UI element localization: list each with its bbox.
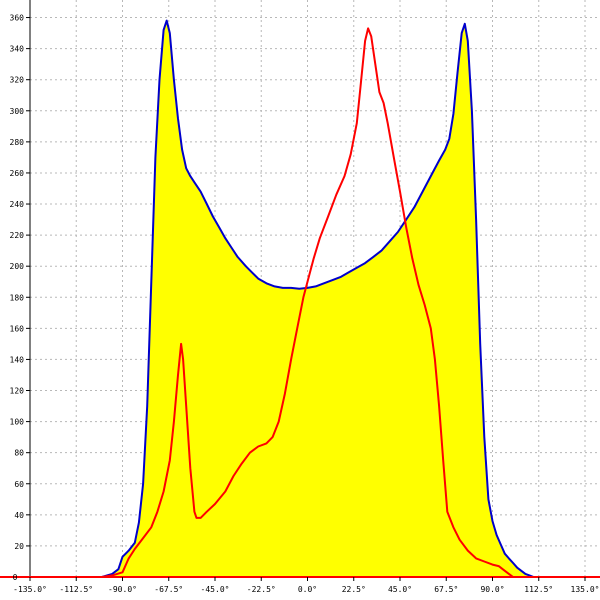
y-tick-label: 280 (10, 138, 25, 147)
x-tick-label: -22.5° (247, 585, 276, 594)
x-tick-label: 0.0° (298, 585, 317, 594)
x-tick-label: -135.0° (13, 585, 47, 594)
series-2-line (101, 27, 514, 578)
y-tick-label: 360 (10, 14, 25, 23)
x-tick-label: 135.0° (571, 585, 600, 594)
y-tick-label: 160 (10, 324, 25, 333)
x-tick-label: -112.5° (59, 585, 93, 594)
y-tick-label: 120 (10, 387, 25, 396)
y-tick-label: 300 (10, 107, 25, 116)
y-tick-label-zero: 0 (13, 573, 18, 582)
x-tick-label: -67.5° (154, 585, 183, 594)
x-tick-labels: -135.0° -112.5° -90.0° -67.5° -45.0° -22.5° 0.… (13, 577, 599, 594)
y-tick-label: 200 (10, 262, 25, 271)
y-tick-label: 20 (14, 542, 24, 551)
y-tick-label: 260 (10, 169, 25, 178)
y-tick-label: 340 (10, 45, 25, 54)
y-tick-label: 60 (14, 480, 24, 489)
y-tick-labels: 20 40 60 80 100 120 140 160 180 200 220 240 260 280 30… (10, 14, 30, 582)
y-tick-label: 40 (14, 511, 24, 520)
y-tick-label: 220 (10, 231, 25, 240)
x-tick-label: 22.5° (342, 585, 366, 594)
series-1-area (101, 20, 534, 578)
y-tick-label: 100 (10, 418, 25, 427)
y-tick-label: 80 (14, 449, 24, 458)
y-tick-label: 140 (10, 355, 25, 364)
y-tick-label: 240 (10, 200, 25, 209)
x-tick-label: 67.5° (434, 585, 458, 594)
series-lines (101, 19, 534, 578)
x-tick-label: -90.0° (108, 585, 137, 594)
y-tick-label: 180 (10, 293, 25, 302)
series-1-line (101, 19, 534, 578)
x-tick-label: 112.5° (524, 585, 553, 594)
x-tick-label: -45.0° (201, 585, 230, 594)
series-areas (101, 20, 534, 578)
x-tick-label: 45.0° (388, 585, 412, 594)
x-tick-label: 90.0° (480, 585, 504, 594)
y-tick-label: 320 (10, 76, 25, 85)
